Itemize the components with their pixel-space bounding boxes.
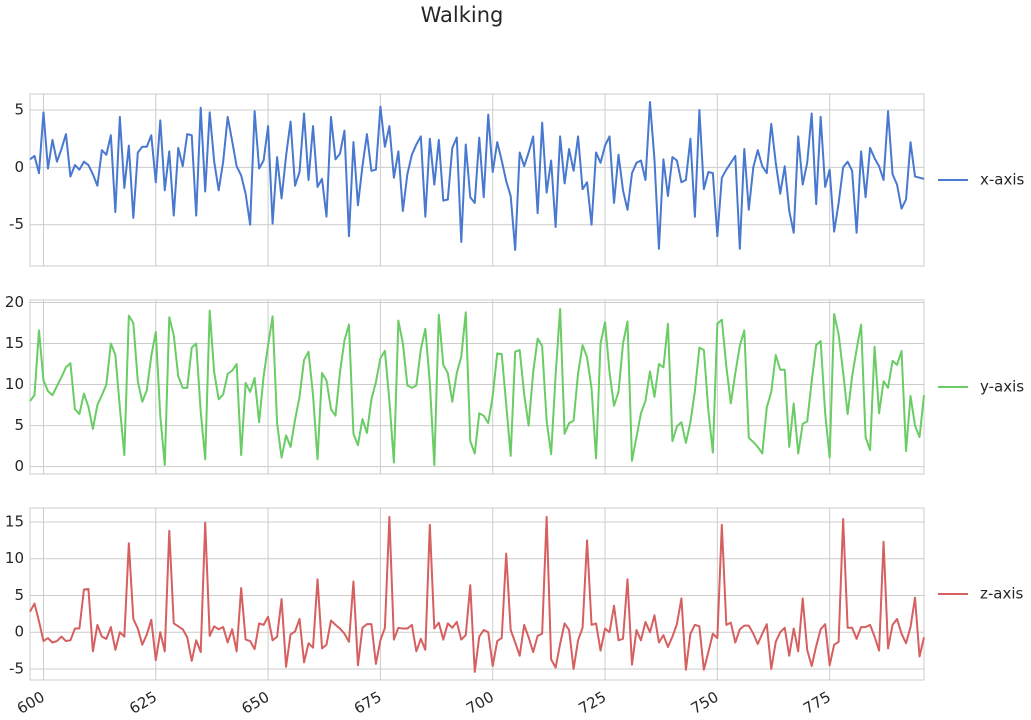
- legend-label: z-axis: [980, 585, 1024, 603]
- y-tick-label: 0: [14, 158, 24, 176]
- y-tick-label: 10: [5, 375, 24, 393]
- x-tick-label: 675: [351, 688, 385, 718]
- data-line: [29, 308, 925, 466]
- x-tick-label: 650: [239, 688, 273, 718]
- y-tick-label: 5: [14, 416, 24, 434]
- y-tick-label: 0: [14, 457, 24, 475]
- x-tick-label: 750: [688, 688, 722, 718]
- y-tick-label: 10: [5, 549, 24, 567]
- y-tick-label: 0: [14, 623, 24, 641]
- x-tick-label: 600: [14, 688, 48, 718]
- x-tick-label: 725: [575, 688, 609, 718]
- chart-title: Walking: [421, 3, 504, 27]
- legend-label: y-axis: [980, 378, 1024, 396]
- y-tick-label: 20: [5, 293, 24, 311]
- y-tick-label: 15: [5, 512, 24, 530]
- x-tick-label: 625: [126, 688, 160, 718]
- plot-area: [29, 299, 925, 475]
- y-tick-label: -5: [9, 659, 24, 677]
- legend-label: x-axis: [980, 171, 1025, 189]
- x-tick-label: 775: [800, 688, 834, 718]
- x-tick-label: 700: [463, 688, 497, 718]
- y-tick-label: -5: [9, 215, 24, 233]
- y-tick-label: 5: [14, 586, 24, 604]
- data-line: [29, 101, 925, 251]
- y-tick-label: 15: [5, 334, 24, 352]
- data-line: [29, 515, 925, 673]
- y-tick-label: 5: [14, 101, 24, 119]
